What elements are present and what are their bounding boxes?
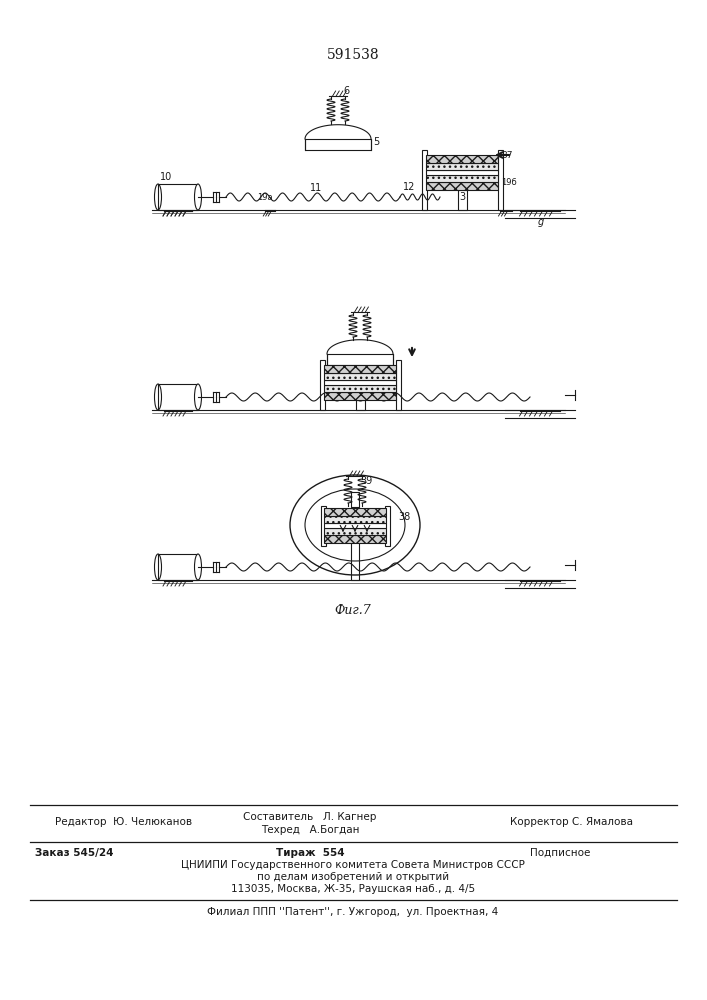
Bar	[305, 139, 371, 150]
Bar	[385, 506, 390, 546]
Bar	[158, 184, 198, 210]
Text: ЦНИИПИ Государственного комитета Совета Министров СССР: ЦНИИПИ Государственного комитета Совета …	[181, 860, 525, 870]
Text: g: g	[538, 217, 544, 227]
Bar	[324, 373, 396, 380]
Bar	[324, 380, 396, 385]
Bar	[324, 508, 386, 516]
Bar	[324, 365, 396, 373]
Text: 6: 6	[343, 86, 349, 96]
Text: Филиал ППП ''Патент'', г. Ужгород,  ул. Проектная, 4: Филиал ППП ''Патент'', г. Ужгород, ул. П…	[207, 907, 498, 917]
Text: Редактор  Ю. Челюканов: Редактор Ю. Челюканов	[55, 817, 192, 827]
Text: 113035, Москва, Ж-35, Раушская наб., д. 4/5: 113035, Москва, Ж-35, Раушская наб., д. …	[231, 884, 475, 894]
Ellipse shape	[194, 384, 201, 410]
Bar	[421, 150, 426, 210]
Bar	[426, 170, 498, 175]
Text: 19а: 19а	[257, 193, 273, 202]
Bar	[426, 182, 498, 190]
Text: Подписное: Подписное	[530, 848, 590, 858]
Text: Корректор С. Ямалова: Корректор С. Ямалова	[510, 817, 633, 827]
Text: Заказ 545/24: Заказ 545/24	[35, 848, 114, 858]
Text: Тираж  554: Тираж 554	[276, 848, 344, 858]
Text: 11: 11	[310, 183, 322, 193]
Bar	[356, 400, 365, 410]
Text: 3: 3	[459, 192, 465, 202]
Bar	[457, 190, 467, 210]
Text: 5: 5	[373, 137, 379, 147]
Bar	[324, 385, 396, 392]
Bar	[320, 360, 325, 410]
Bar	[395, 360, 400, 410]
Bar	[351, 492, 359, 507]
Bar	[498, 150, 503, 210]
Ellipse shape	[194, 554, 201, 580]
Text: 37: 37	[501, 151, 513, 160]
Bar	[426, 155, 498, 163]
Ellipse shape	[194, 184, 201, 210]
Bar	[324, 528, 386, 535]
Bar	[426, 163, 498, 170]
Text: 19б: 19б	[501, 178, 517, 187]
Text: Техред   А.Богдан: Техред А.Богдан	[261, 825, 359, 835]
Bar	[158, 384, 198, 410]
Bar	[158, 554, 198, 580]
Bar	[324, 523, 386, 528]
Bar	[324, 392, 396, 400]
Text: 38: 38	[398, 512, 410, 522]
Text: 39: 39	[360, 476, 373, 486]
Bar	[351, 507, 359, 580]
Text: 591538: 591538	[327, 48, 380, 62]
Bar	[320, 506, 325, 546]
Text: Составитель   Л. Кагнер: Составитель Л. Кагнер	[243, 812, 377, 822]
Text: Фиг.7: Фиг.7	[334, 603, 371, 616]
Bar	[327, 354, 393, 365]
Text: 12: 12	[403, 182, 416, 192]
Bar	[324, 516, 386, 523]
Bar	[324, 535, 386, 543]
Bar	[426, 175, 498, 182]
Text: 10: 10	[160, 172, 173, 182]
Text: по делам изобретений и открытий: по делам изобретений и открытий	[257, 872, 449, 882]
